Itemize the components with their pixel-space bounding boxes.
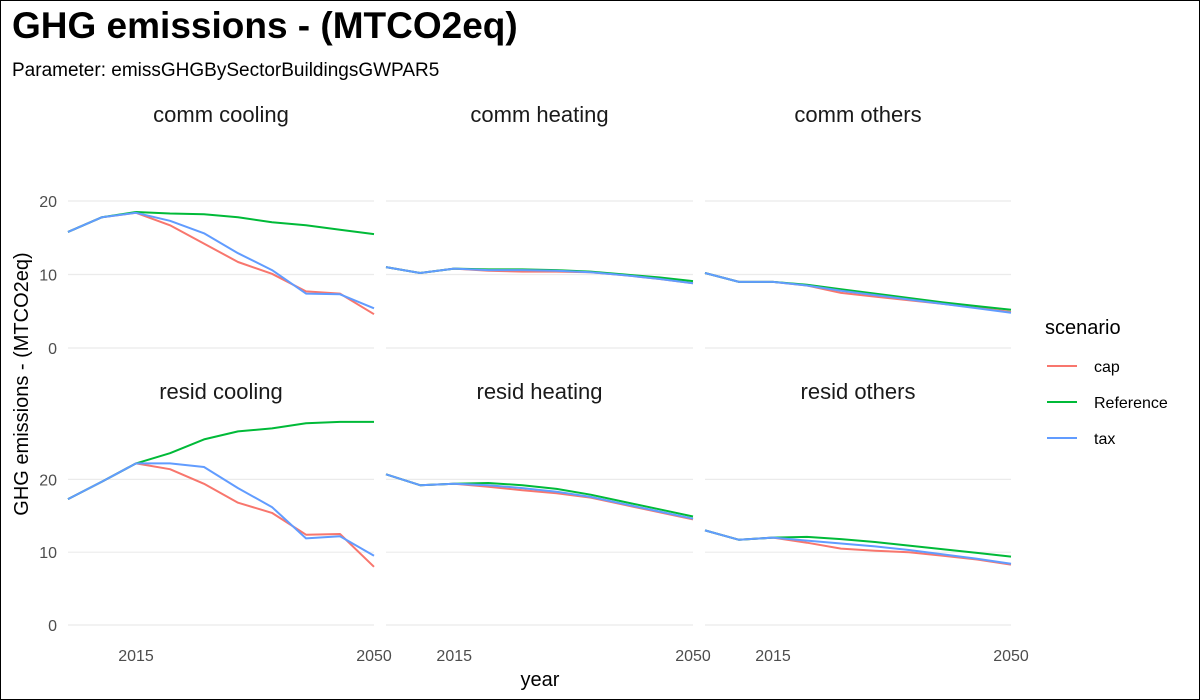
x-tick-label: 2015 — [436, 648, 472, 665]
series-line-tax-comm-others — [704, 272, 1012, 314]
series-line-reference-resid-cooling — [67, 420, 374, 500]
x-tick-label: 2050 — [675, 648, 711, 665]
panel-title-comm-heating: comm heating — [470, 102, 608, 127]
series-line-tax-comm-heating — [385, 266, 694, 285]
y-tick-label: 20 — [39, 194, 57, 211]
series-line-tax-resid-cooling — [67, 462, 375, 557]
series-line-cap-resid-others — [704, 529, 1012, 566]
legend-label-tax: tax — [1094, 431, 1115, 448]
chart-title: GHG emissions - (MTCO2eq) — [12, 5, 518, 46]
legend-label-reference: Reference — [1094, 395, 1168, 412]
y-tick-label: 10 — [39, 268, 57, 285]
series-line-reference-comm-others — [704, 272, 1012, 311]
legend-title: scenario — [1045, 317, 1121, 339]
panel-title-comm-cooling: comm cooling — [153, 102, 289, 127]
series-line-cap-resid-heating — [385, 473, 694, 521]
panel-title-resid-others: resid others — [801, 379, 916, 404]
x-tick-label: 2015 — [118, 648, 154, 665]
y-tick-label: 20 — [39, 472, 57, 489]
x-axis-label: year — [521, 669, 560, 691]
chart-subtitle: Parameter: emissGHGBySectorBuildingsGWPA… — [12, 60, 440, 81]
y-axis-label: GHG emissions - (MTCO2eq) — [11, 252, 33, 515]
series-line-tax-comm-cooling — [67, 211, 375, 310]
legend-label-cap: cap — [1094, 359, 1120, 376]
panel-title-comm-others: comm others — [794, 102, 921, 127]
x-tick-label: 2050 — [356, 648, 392, 665]
x-tick-label: 2015 — [755, 648, 791, 665]
x-tick-label: 2050 — [993, 648, 1029, 665]
panel-title-resid-heating: resid heating — [477, 379, 603, 404]
series-line-tax-resid-heating — [385, 473, 694, 520]
y-tick-label: 0 — [48, 341, 57, 358]
series-line-tax-resid-others — [704, 529, 1012, 565]
panel-title-resid-cooling: resid cooling — [159, 379, 283, 404]
y-tick-label: 10 — [39, 545, 57, 562]
y-tick-label: 0 — [48, 618, 57, 635]
